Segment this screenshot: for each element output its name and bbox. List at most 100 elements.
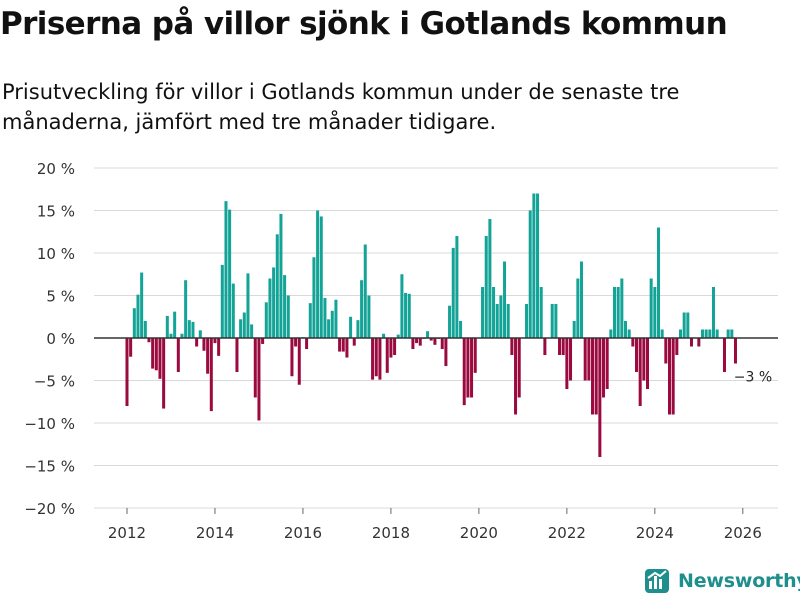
data-bar: [697, 338, 701, 347]
data-bar: [444, 338, 448, 367]
data-bar: [360, 280, 364, 338]
data-bar: [671, 338, 675, 415]
data-bar: [583, 338, 587, 381]
data-bar: [499, 295, 503, 338]
data-bar: [459, 321, 463, 338]
data-bar: [382, 333, 386, 338]
data-bar: [290, 338, 294, 377]
data-bar: [686, 312, 690, 338]
y-tick-label: 5 %: [46, 288, 75, 306]
data-bar: [129, 338, 133, 357]
data-bar: [363, 244, 367, 338]
data-bar: [224, 201, 228, 338]
data-bar: [572, 321, 576, 338]
data-bar: [675, 338, 679, 355]
data-bar: [378, 338, 382, 380]
x-tick-label: 2014: [196, 524, 234, 542]
data-bar: [275, 234, 279, 338]
x-tick-label: 2012: [108, 524, 146, 542]
data-bar: [371, 338, 375, 380]
data-bar: [536, 193, 540, 338]
data-bar: [385, 338, 389, 373]
data-bar: [165, 315, 169, 338]
data-bar: [198, 330, 202, 338]
data-bar: [587, 338, 591, 381]
data-bar: [305, 338, 309, 350]
y-tick-label: 10 %: [37, 245, 75, 263]
data-bar: [543, 338, 547, 355]
data-bar: [426, 331, 430, 338]
data-bar: [532, 193, 536, 338]
data-bar: [455, 236, 459, 338]
data-bar: [367, 295, 371, 338]
bar-chart: 20 % 15 % 10 % 5 % 0 % −5 % −10 % −15 % −20 % 201…: [24, 160, 778, 542]
x-tick-label: 2024: [636, 524, 674, 542]
data-bar: [561, 338, 565, 355]
data-bar: [147, 338, 151, 343]
data-bar: [466, 338, 470, 398]
data-bar: [239, 319, 243, 338]
data-bar: [682, 312, 686, 338]
data-bar: [689, 338, 693, 347]
data-bar: [415, 338, 419, 344]
data-bar: [495, 304, 499, 338]
data-bar: [660, 329, 664, 338]
data-bar: [657, 227, 661, 338]
data-bar: [206, 338, 210, 374]
data-bar: [649, 278, 653, 338]
data-bar: [253, 338, 257, 398]
data-bar: [312, 257, 316, 338]
data-bar: [180, 333, 184, 338]
data-bar: [217, 338, 221, 356]
data-bar: [576, 278, 580, 338]
data-bar: [184, 280, 188, 338]
data-bar: [594, 338, 598, 415]
data-bar: [286, 295, 290, 338]
data-bar: [484, 236, 488, 338]
data-bar: [624, 321, 628, 338]
data-bar: [323, 298, 327, 338]
y-tick-label: −15 %: [24, 458, 75, 476]
data-bar: [125, 338, 129, 406]
data-bar: [407, 293, 411, 338]
data-bar: [506, 304, 510, 338]
data-bar: [261, 338, 265, 344]
data-bar: [250, 324, 254, 338]
data-bar: [620, 278, 624, 338]
data-bar: [642, 338, 646, 381]
data-bar: [733, 338, 737, 364]
data-bar: [613, 287, 617, 338]
data-bar: [246, 273, 250, 338]
data-bar: [338, 338, 342, 352]
data-bar: [730, 329, 734, 338]
data-bar: [334, 299, 338, 338]
data-bar: [330, 310, 334, 338]
x-tick-label: 2016: [284, 524, 322, 542]
data-bar: [554, 304, 558, 338]
chart-subtitle: Prisutveckling för villor i Gotlands kom…: [2, 80, 680, 134]
y-tick-label: 15 %: [37, 203, 75, 221]
data-bar: [448, 305, 452, 338]
data-bar: [272, 267, 276, 338]
data-bar: [708, 329, 712, 338]
data-bar: [209, 338, 213, 412]
data-bar: [202, 338, 206, 351]
data-bar: [308, 303, 312, 338]
data-bar: [517, 338, 521, 398]
data-bar: [400, 274, 404, 338]
data-bar: [678, 329, 682, 338]
data-bar: [569, 338, 573, 381]
data-bar: [143, 321, 147, 338]
newsworthy-logo-icon: [645, 569, 669, 593]
data-bar: [646, 338, 650, 389]
data-bar: [268, 278, 272, 338]
data-bar: [235, 338, 239, 372]
data-bar: [510, 338, 514, 355]
data-bar: [580, 261, 584, 338]
data-bar: [664, 338, 668, 364]
data-bar: [539, 287, 543, 338]
y-tick-label: −5 %: [34, 373, 75, 391]
data-bar: [722, 338, 726, 372]
y-tick-label: −10 %: [24, 415, 75, 433]
data-bar: [173, 311, 177, 338]
